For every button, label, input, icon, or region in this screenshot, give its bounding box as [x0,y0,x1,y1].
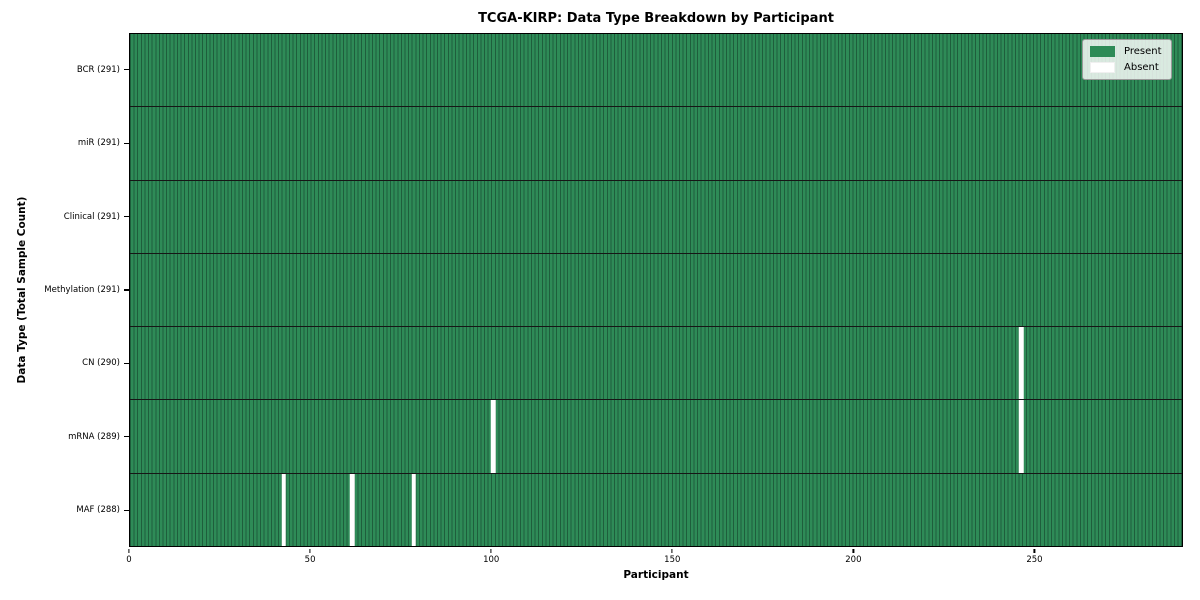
y-tick-label: Clinical (291) [63,211,120,222]
x-tick-label: 50 [304,555,316,565]
plot-area [129,33,1183,547]
x-tick-label: 200 [845,555,862,565]
chart-title: TCGA-KIRP: Data Type Breakdown by Partic… [478,11,834,26]
y-tick-mark [124,69,129,71]
x-tick-mark [852,548,854,553]
legend-swatch-present [1090,46,1115,57]
x-tick-mark [1033,548,1036,553]
absent-gap [411,473,417,546]
y-axis-tick-marks [124,33,129,547]
y-tick-mark [124,142,129,144]
data-type-row-mrna [130,400,1182,474]
y-tick-label: CN (290) [82,358,120,369]
data-type-row-maf [130,473,1182,546]
x-tick-mark [309,548,311,553]
legend-label: Present [1124,46,1162,57]
y-axis-label: Data Type (Total Sample Count) [16,196,28,384]
x-axis-ticks: 0 50 100 150 200 250 [126,547,1183,569]
data-type-row-cn [130,327,1182,401]
absent-gap [1018,327,1024,400]
legend-swatch-absent [1090,62,1115,73]
y-tick-label: miR (291) [77,138,120,149]
data-type-row-bcr [130,34,1182,108]
x-tick-mark [490,548,492,553]
legend-item-absent: Absent [1090,62,1162,73]
absent-gap [1018,400,1024,473]
data-type-row-clinical [130,180,1182,254]
y-tick-label: BCR (291) [76,64,120,75]
x-tick-label: 150 [664,555,681,565]
y-tick-mark [124,289,129,291]
x-tick-mark [671,548,673,553]
absent-gap [491,400,496,473]
legend-label: Absent [1124,62,1159,73]
absent-gap [281,473,286,546]
x-tick-mark [128,548,130,553]
y-tick-label: MAF (288) [76,505,120,516]
y-tick-mark [124,215,129,218]
heatmap-rows [130,34,1182,546]
legend: Present Absent [1082,39,1172,80]
x-tick-label: 100 [483,555,500,565]
x-tick-label: 0 [126,555,132,565]
legend-item-present: Present [1090,46,1162,57]
y-tick-mark [124,509,129,511]
x-tick-label: 250 [1026,555,1043,565]
y-tick-mark [124,362,129,365]
x-axis-label: Participant [623,569,689,581]
data-type-row-mir [130,107,1182,181]
absent-gap [350,473,355,546]
y-tick-mark [124,436,129,438]
y-tick-label: mRNA (289) [68,431,120,442]
y-tick-label: Methylation (291) [44,285,120,295]
data-type-row-methylation [130,253,1182,328]
